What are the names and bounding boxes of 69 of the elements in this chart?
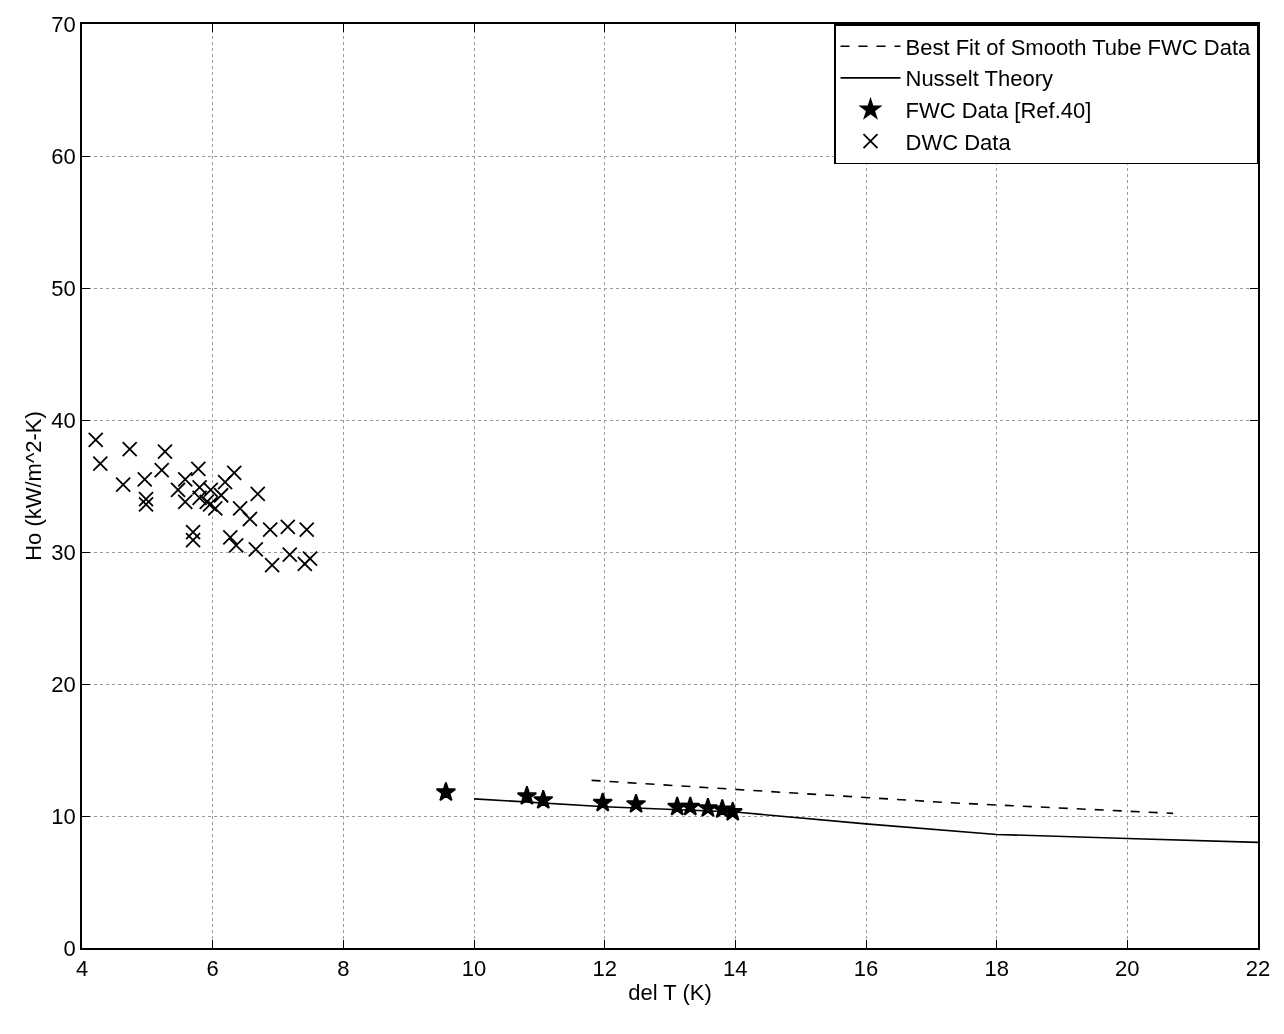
x-tick-label: 12 — [592, 956, 617, 982]
point — [190, 460, 207, 477]
point — [298, 521, 315, 538]
x-tick-label: 14 — [723, 956, 748, 982]
point — [533, 789, 554, 809]
point — [242, 511, 258, 527]
y-tick-label: 60 — [51, 143, 76, 169]
y-tick-label: 30 — [51, 539, 76, 565]
point — [249, 486, 266, 502]
point — [202, 482, 219, 498]
point — [435, 781, 457, 802]
point — [138, 491, 154, 508]
legend-label: DWC Data — [905, 129, 1012, 155]
point — [228, 537, 245, 554]
y-tick-label: 50 — [51, 275, 76, 301]
y-axis-title: Ho (kW/m^2-K) — [20, 411, 46, 561]
point — [170, 482, 186, 498]
x-tick-label: 22 — [1245, 956, 1271, 982]
point — [222, 529, 239, 546]
point — [153, 462, 170, 479]
y-tick-label: 40 — [51, 407, 76, 433]
point — [592, 792, 613, 812]
point — [516, 785, 538, 806]
point — [198, 493, 215, 510]
x-tick-label: 16 — [853, 956, 879, 982]
point — [191, 489, 208, 506]
point — [296, 555, 313, 572]
point — [177, 493, 194, 510]
point — [625, 793, 647, 813]
point — [202, 496, 218, 513]
x-tick-label: 18 — [984, 956, 1009, 982]
point — [191, 479, 208, 496]
x-tick-label: 4 — [75, 956, 89, 982]
point — [281, 546, 298, 563]
point — [697, 797, 719, 817]
x-axis-title: del T (K) — [628, 979, 712, 1005]
x-tick-label: 8 — [337, 956, 350, 982]
point — [138, 496, 154, 513]
point — [87, 431, 104, 448]
point — [177, 471, 194, 488]
point — [185, 532, 201, 549]
point — [213, 487, 230, 504]
point — [262, 521, 279, 538]
point — [217, 474, 233, 490]
point — [264, 557, 281, 574]
point — [279, 519, 296, 535]
y-tick-label: 20 — [51, 671, 76, 697]
legend-label: Best Fit of Smooth Tube FWC Data — [905, 34, 1252, 60]
point — [115, 476, 132, 493]
point — [136, 471, 153, 488]
x-tick-label: 10 — [461, 956, 487, 982]
y-tick-label: 0 — [63, 935, 76, 961]
point — [247, 541, 264, 558]
point — [157, 443, 173, 460]
point — [121, 441, 138, 457]
line-series — [590, 779, 1174, 815]
point — [92, 455, 109, 472]
legend-label: Nusselt Theory — [905, 66, 1054, 92]
y-tick-label: 10 — [51, 803, 76, 829]
point — [226, 464, 243, 481]
point — [207, 500, 224, 517]
x-tick-label: 6 — [206, 956, 219, 982]
x-tick-label: 20 — [1115, 956, 1140, 982]
point — [232, 500, 249, 517]
legend-label: FWC Data [Ref.40] — [905, 98, 1092, 124]
point — [185, 524, 201, 541]
point — [680, 796, 701, 816]
y-tick-label: 70 — [51, 11, 76, 37]
point — [302, 550, 318, 567]
